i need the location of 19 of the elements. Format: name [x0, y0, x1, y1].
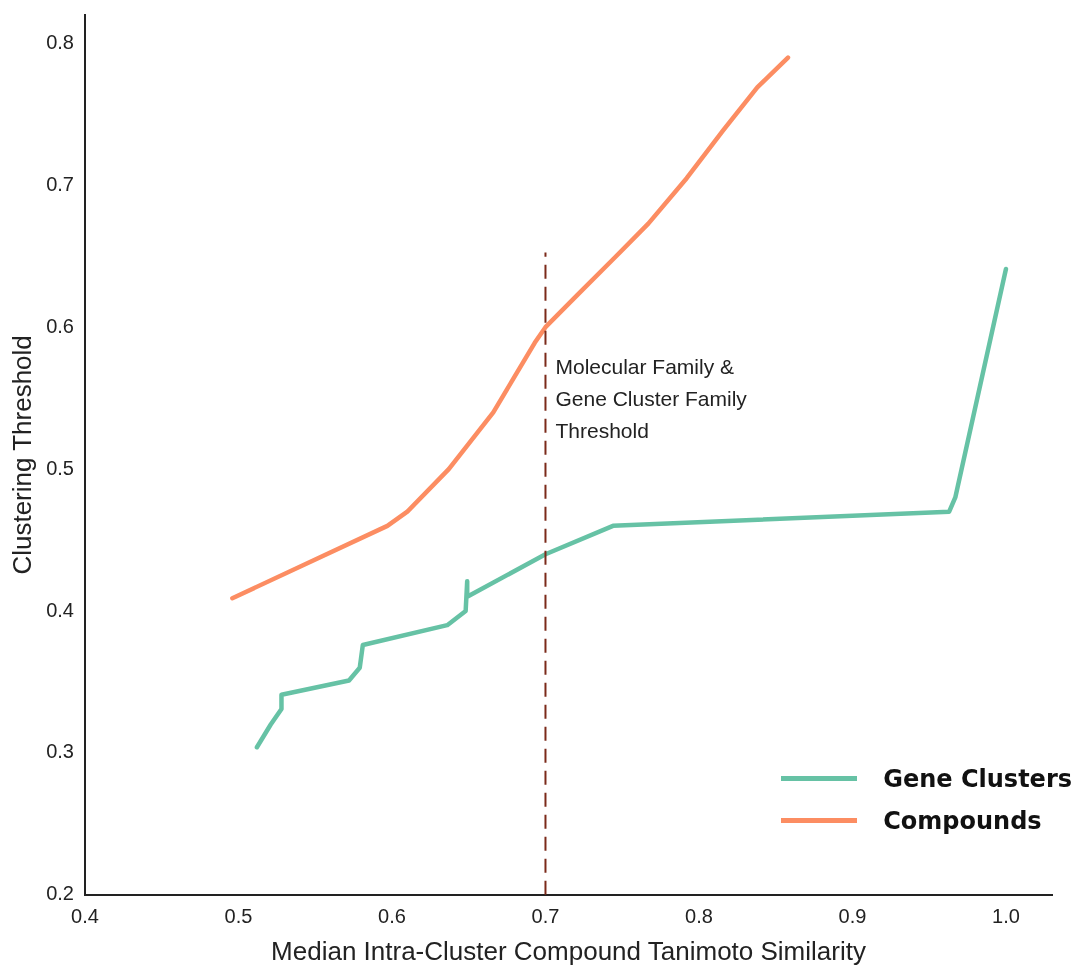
x-tick-label: 1.0 [992, 905, 1020, 928]
y-axis-title: Clustering Threshold [6, 335, 37, 575]
x-tick-label: 0.8 [685, 905, 713, 928]
y-tick-label: 0.2 [46, 882, 74, 905]
x-tick-label: 0.9 [838, 905, 867, 928]
x-tick-label: 0.7 [531, 905, 560, 928]
y-tick-label: 0.7 [46, 172, 74, 195]
y-tick-label: 0.8 [46, 30, 74, 53]
y-tick-label: 0.4 [46, 598, 74, 621]
legend-label: Compounds [883, 806, 1042, 835]
y-tick-label: 0.3 [46, 740, 74, 763]
y-tick-label: 0.5 [46, 456, 74, 479]
x-axis-title: Median Intra-Cluster Compound Tanimoto Similarity [271, 935, 866, 966]
x-tick-label: 0.6 [378, 905, 406, 928]
legend-label: Gene Clusters [883, 764, 1072, 793]
ref-line-label: Molecular Family & Gene Cluster Family Threshold [555, 355, 748, 443]
x-tick-label: 0.4 [71, 905, 99, 928]
x-tick-label: 0.5 [224, 905, 253, 928]
y-tick-label: 0.6 [46, 314, 74, 337]
